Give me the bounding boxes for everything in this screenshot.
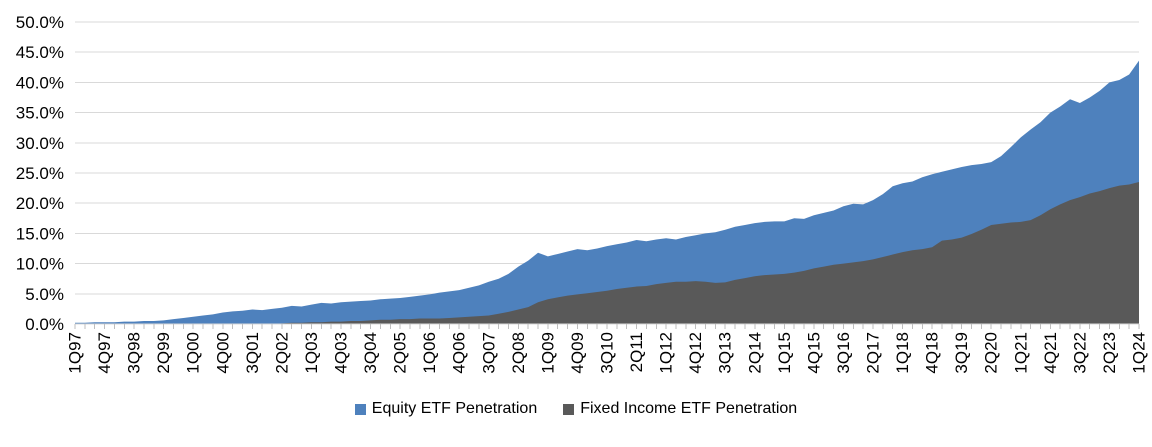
svg-text:3Q07: 3Q07 bbox=[479, 332, 498, 374]
svg-text:3Q13: 3Q13 bbox=[716, 332, 735, 374]
svg-text:5.0%: 5.0% bbox=[25, 285, 64, 304]
svg-text:1Q00: 1Q00 bbox=[184, 332, 203, 374]
svg-text:4Q09: 4Q09 bbox=[568, 332, 587, 374]
svg-text:2Q23: 2Q23 bbox=[1100, 332, 1119, 374]
svg-text:4Q21: 4Q21 bbox=[1041, 332, 1060, 374]
svg-text:4Q03: 4Q03 bbox=[332, 332, 351, 374]
chart-legend: Equity ETF Penetration Fixed Income ETF … bbox=[0, 400, 1152, 418]
svg-text:45.0%: 45.0% bbox=[16, 43, 64, 62]
fixed-income-legend-label: Fixed Income ETF Penetration bbox=[580, 400, 798, 417]
svg-text:4Q06: 4Q06 bbox=[450, 332, 469, 374]
svg-text:4Q15: 4Q15 bbox=[804, 332, 823, 374]
equity-legend-label: Equity ETF Penetration bbox=[371, 400, 538, 417]
svg-text:1Q21: 1Q21 bbox=[1011, 332, 1030, 374]
svg-text:1Q24: 1Q24 bbox=[1130, 332, 1149, 374]
svg-text:1Q06: 1Q06 bbox=[420, 332, 439, 374]
svg-text:1Q12: 1Q12 bbox=[657, 332, 676, 374]
legend-item-equity: Equity ETF Penetration bbox=[354, 400, 538, 418]
svg-text:1Q97: 1Q97 bbox=[66, 332, 85, 374]
svg-text:3Q04: 3Q04 bbox=[361, 332, 380, 374]
svg-text:10.0%: 10.0% bbox=[16, 255, 64, 274]
svg-text:1Q03: 1Q03 bbox=[302, 332, 321, 374]
svg-text:2Q14: 2Q14 bbox=[745, 332, 764, 374]
equity-legend-swatch bbox=[354, 403, 366, 415]
svg-text:3Q01: 3Q01 bbox=[243, 332, 262, 374]
svg-text:30.0%: 30.0% bbox=[16, 134, 64, 153]
svg-text:15.0%: 15.0% bbox=[16, 224, 64, 243]
svg-text:35.0%: 35.0% bbox=[16, 104, 64, 123]
fixed-income-legend-swatch bbox=[563, 403, 575, 415]
svg-text:50.0%: 50.0% bbox=[16, 13, 64, 32]
svg-text:2Q05: 2Q05 bbox=[391, 332, 410, 374]
svg-text:3Q19: 3Q19 bbox=[952, 332, 971, 374]
svg-text:40.0%: 40.0% bbox=[16, 73, 64, 92]
svg-text:0.0%: 0.0% bbox=[25, 315, 64, 334]
svg-text:2Q11: 2Q11 bbox=[627, 332, 646, 372]
svg-text:4Q00: 4Q00 bbox=[213, 332, 232, 374]
legend-item-fixed-income: Fixed Income ETF Penetration bbox=[563, 400, 797, 418]
svg-text:3Q10: 3Q10 bbox=[598, 332, 617, 374]
svg-text:3Q16: 3Q16 bbox=[834, 332, 853, 374]
svg-text:2Q20: 2Q20 bbox=[982, 332, 1001, 374]
svg-text:1Q18: 1Q18 bbox=[893, 332, 912, 374]
svg-text:2Q99: 2Q99 bbox=[154, 332, 173, 374]
svg-text:2Q17: 2Q17 bbox=[864, 332, 883, 374]
svg-text:1Q15: 1Q15 bbox=[775, 332, 794, 374]
svg-text:1Q09: 1Q09 bbox=[538, 332, 557, 374]
svg-text:20.0%: 20.0% bbox=[16, 194, 64, 213]
svg-text:4Q97: 4Q97 bbox=[95, 332, 114, 374]
svg-text:25.0%: 25.0% bbox=[16, 164, 64, 183]
chart-canvas: 0.0% 5.0% 10.0% 15.0% 20.0% 25.0% 30.0% 35.0% 40… bbox=[16, 13, 1149, 374]
svg-text:2Q02: 2Q02 bbox=[272, 332, 291, 374]
svg-text:4Q12: 4Q12 bbox=[686, 332, 705, 374]
svg-text:3Q98: 3Q98 bbox=[125, 332, 144, 374]
svg-text:3Q22: 3Q22 bbox=[1070, 332, 1089, 374]
svg-text:4Q18: 4Q18 bbox=[923, 332, 942, 374]
svg-text:2Q08: 2Q08 bbox=[509, 332, 528, 374]
